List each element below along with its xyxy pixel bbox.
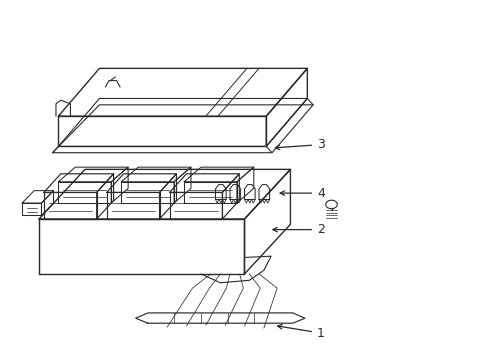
Text: 4: 4	[280, 186, 324, 199]
Text: 1: 1	[277, 324, 324, 339]
Text: 3: 3	[275, 138, 324, 151]
Text: 2: 2	[272, 223, 324, 236]
